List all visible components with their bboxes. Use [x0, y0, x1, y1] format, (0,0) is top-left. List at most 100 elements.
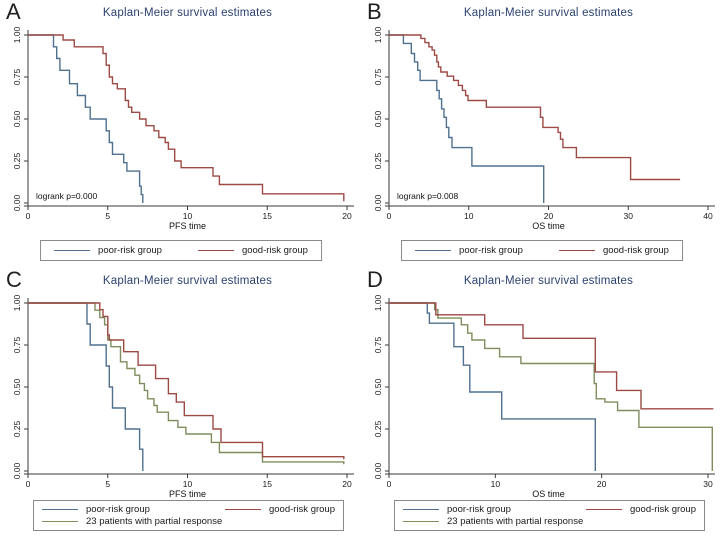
x-tick-label: 30: [624, 211, 634, 221]
legend-label: poor-risk group: [459, 245, 523, 256]
legend: poor-risk group good-risk group 23 patient…: [33, 500, 344, 531]
x-axis-label: PFS time: [168, 489, 206, 499]
x-axis-label: OS time: [532, 221, 565, 231]
x-tick-label: 0: [26, 479, 31, 489]
series-poor-curve: [389, 302, 596, 471]
legend-item-poor: poor-risk group: [415, 245, 523, 256]
y-tick-label: 0.50: [373, 378, 383, 395]
x-tick-label: 5: [105, 479, 110, 489]
panel-B: B 0.00 0.25 0.50 0.75 1.00 0 10 20 30 40 Kaplan-M…: [361, 0, 723, 268]
legend-label: good-risk group: [241, 245, 308, 256]
x-tick-label: 15: [263, 211, 273, 221]
legend-label: good-risk group: [602, 245, 669, 256]
legend-item-partial: 23 patients with partial response: [403, 516, 583, 527]
legend-item-good: good-risk group: [197, 245, 308, 256]
panel-letter-A: A: [6, 0, 21, 24]
legend: poor-risk group good-risk group: [40, 240, 322, 261]
x-tick-label: 0: [387, 479, 392, 489]
legend-item-good: good-risk group: [224, 504, 335, 515]
x-axis-label: OS time: [532, 489, 565, 499]
y-tick-label: 0.25: [12, 420, 22, 437]
x-tick-label: 10: [183, 211, 193, 221]
km-plot-B: 0.00 0.25 0.50 0.75 1.00 0 10 20 30 40: [373, 26, 715, 221]
x-tick-label: 20: [597, 479, 607, 489]
x-tick-label: 20: [544, 211, 554, 221]
tick-labels: 0.00 0.25 0.50 0.75 1.00 0 10 20 30 40: [373, 26, 713, 221]
y-tick-label: 0.50: [12, 110, 22, 127]
chart-title: Kaplan-Meier survival estimates: [102, 7, 273, 19]
legend-label: 23 patients with partial response: [447, 516, 584, 527]
y-tick-label: 0.75: [373, 68, 383, 85]
x-axis-label: PFS time: [168, 221, 206, 231]
km-plot-C: 0.00 0.25 0.50 0.75 1.00 0 5 10 15 20: [12, 294, 354, 489]
legend-row: 23 patients with partial response: [403, 516, 696, 527]
panel-letter-B: B: [367, 0, 382, 24]
legend-label: good-risk group: [629, 504, 696, 515]
chart-title: Kaplan-Meier survival estimates: [463, 7, 634, 19]
km-plot-A: 0.00 0.25 0.50 0.75 1.00 0 5 10 15 20: [12, 26, 354, 221]
panel-A: A 0.00 0.25 0.50 0.75 1.00 0 5 10 15 20 Kaplan-Me…: [0, 0, 362, 268]
x-tick-label: 0: [387, 211, 392, 221]
y-tick-label: 0.25: [12, 152, 22, 169]
series-partial-curve: [389, 302, 713, 471]
y-tick-label: 0.75: [12, 68, 22, 85]
y-tick-label: 1.00: [12, 294, 22, 311]
legend-line-swatch: [54, 250, 91, 251]
legend-item-good: good-risk group: [585, 504, 696, 515]
panel-C: C 0.00 0.25 0.50 0.75 1.00 0 5 10 15 20 Kaplan-Me…: [0, 268, 362, 536]
series-good-curve: [389, 34, 681, 181]
y-tick-label: 1.00: [12, 26, 22, 43]
y-tick-label: 0.25: [373, 152, 383, 169]
legend-line-swatch: [42, 521, 78, 522]
tick-labels: 0.00 0.25 0.50 0.75 1.00 0 5 10 15 20: [12, 26, 352, 221]
series-good-curve: [28, 34, 345, 202]
legend-label: 23 patients with partial response: [86, 516, 223, 527]
legend-row: poor-risk group good-risk group: [42, 504, 335, 515]
chart-title: Kaplan-Meier survival estimates: [102, 275, 273, 287]
chart-title: Kaplan-Meier survival estimates: [463, 275, 634, 287]
y-tick-label: 0.75: [373, 336, 383, 353]
legend-item-partial: 23 patients with partial response: [42, 516, 222, 527]
legend-row: 23 patients with partial response: [42, 516, 335, 527]
km-plot-D: 0.00 0.25 0.50 0.75 1.00 0 10 20 30: [373, 294, 715, 489]
y-tick-label: 0.00: [12, 462, 22, 479]
legend-item-poor: poor-risk group: [42, 504, 150, 515]
legend-row: poor-risk group good-risk group: [54, 245, 308, 256]
series-good-curve: [28, 302, 345, 460]
series-poor-curve: [28, 34, 144, 203]
x-tick-label: 5: [105, 211, 110, 221]
y-tick-label: 0.25: [373, 420, 383, 437]
tick-labels: 0.00 0.25 0.50 0.75 1.00 0 5 10 15 20: [12, 294, 352, 489]
x-tick-label: 40: [703, 211, 713, 221]
series-partial-curve: [28, 302, 345, 465]
x-tick-label: 10: [464, 211, 474, 221]
axes: [24, 298, 354, 478]
series-poor-curve: [389, 34, 545, 203]
x-tick-label: 10: [183, 479, 193, 489]
legend-line-swatch: [585, 509, 622, 510]
legend: poor-risk group good-risk group: [401, 240, 683, 261]
legend-line-swatch: [224, 509, 261, 510]
y-tick-label: 0.75: [12, 336, 22, 353]
series-poor-curve: [28, 302, 144, 471]
x-tick-label: 20: [342, 211, 352, 221]
legend-row: poor-risk group good-risk group: [415, 245, 669, 256]
legend-line-swatch: [197, 250, 234, 251]
legend-line-swatch: [403, 509, 439, 510]
axes: [385, 30, 715, 210]
axes: [24, 30, 354, 210]
y-tick-label: 0.50: [373, 110, 383, 127]
legend-line-swatch: [415, 250, 452, 251]
legend-item-poor: poor-risk group: [403, 504, 511, 515]
legend-item-good: good-risk group: [558, 245, 669, 256]
logrank-annotation: logrank p=0.008: [397, 191, 459, 201]
tick-labels: 0.00 0.25 0.50 0.75 1.00 0 10 20 30: [373, 294, 713, 489]
y-tick-label: 0.00: [12, 194, 22, 211]
axes: [385, 298, 715, 478]
y-tick-label: 0.00: [373, 462, 383, 479]
legend: poor-risk group good-risk group 23 patient…: [394, 500, 705, 531]
series-good-curve: [389, 302, 714, 410]
x-tick-label: 10: [491, 479, 501, 489]
panel-D: D 0.00 0.25 0.50 0.75 1.00 0 10 20 30 Kaplan-Mei…: [361, 268, 723, 536]
